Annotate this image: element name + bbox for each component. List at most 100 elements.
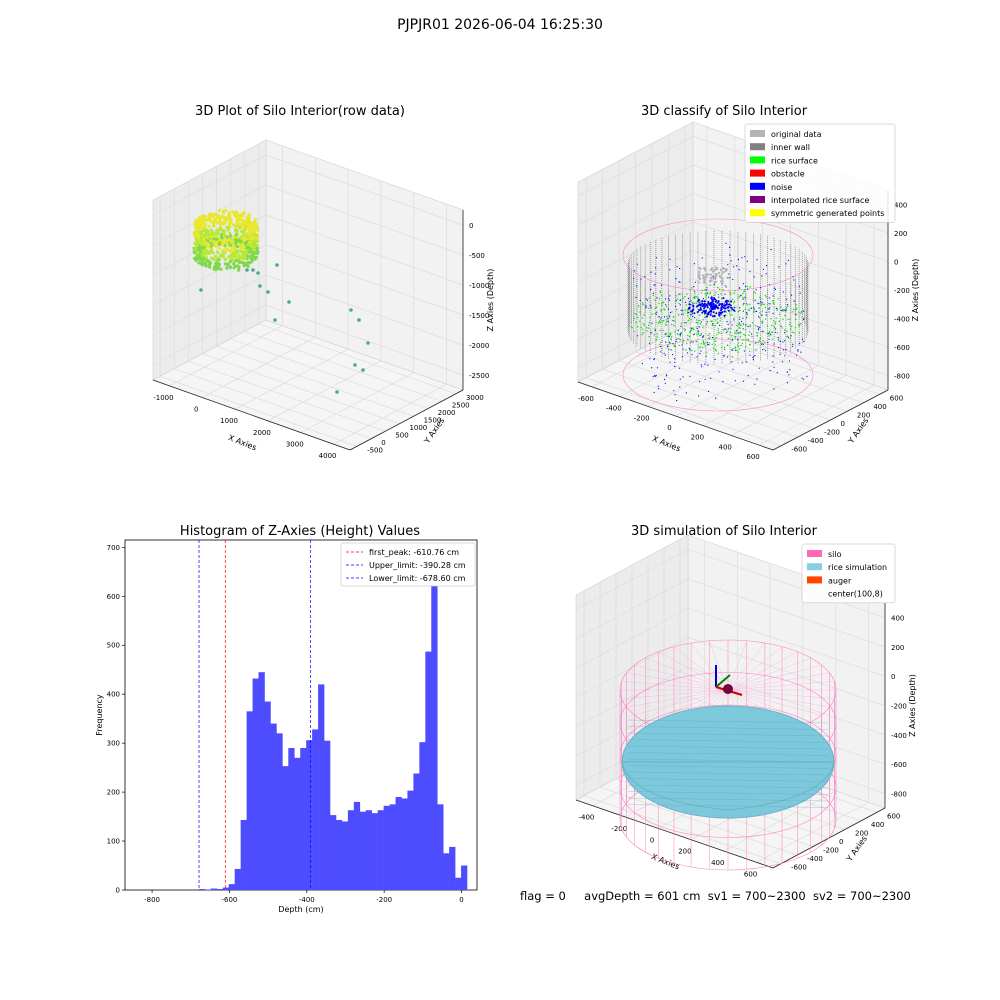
panel1-3d-raw-plot: -100001000200030004000-50005001000150020… <box>152 139 495 460</box>
panel2-rice-point <box>732 348 734 350</box>
panel1-grid-x <box>333 204 447 445</box>
panel2-noise-point <box>690 304 692 306</box>
panel1-point <box>231 259 235 263</box>
panel2-rice-point <box>747 304 749 306</box>
panel2-rice-point <box>730 310 733 312</box>
panel2-noise-point <box>667 318 669 320</box>
panel2-noise-point <box>639 299 641 301</box>
panel2-rice-point <box>652 294 654 297</box>
panel2-rice-point <box>735 306 737 308</box>
panel2-rice-point <box>666 315 668 318</box>
panel3-histogram-bar <box>240 820 247 890</box>
panel2-noise-point <box>676 338 678 340</box>
panel2-noise-point <box>690 314 692 316</box>
panel2-noise-point <box>726 321 728 323</box>
panel2-noise-point <box>696 305 699 308</box>
panel1-x-tick-label: 2000 <box>253 429 271 437</box>
panel2-noise-point <box>746 313 748 316</box>
panel2-noise-point <box>726 331 728 333</box>
panel2-noise-point <box>784 355 786 357</box>
panel2-noise-point <box>762 330 764 332</box>
panel2-x-tick-label: -400 <box>606 405 622 413</box>
panel2-rice-point <box>752 308 755 310</box>
panel1-point <box>225 266 229 270</box>
panel2-rice-point <box>660 294 663 297</box>
panel2-noise-point <box>794 300 796 302</box>
panel4-y-tick-label: -600 <box>791 864 807 872</box>
panel2-noise-point <box>659 346 662 348</box>
panel2-noise-point <box>768 308 770 310</box>
panel4-silo-roof-wire <box>727 646 783 691</box>
panel1-point <box>195 218 200 222</box>
panel2-noise-point <box>761 314 763 316</box>
panel2-noise-point <box>672 354 674 356</box>
panel2-rice-point <box>717 328 720 330</box>
panel2-noise-point <box>685 301 687 303</box>
panel2-rice-point <box>778 313 781 316</box>
panel2-noise-point <box>740 320 743 323</box>
panel2-rice-point <box>778 320 780 322</box>
panel4-rice-mesh-line <box>627 732 829 737</box>
panel2-title: 3D classify of Silo Interior <box>640 104 808 119</box>
panel3-y-tick-label: 600 <box>107 593 120 601</box>
panel2-noise-point <box>697 298 700 301</box>
panel2-rice-point <box>737 351 739 353</box>
panel2-rice-point <box>698 302 700 304</box>
panel2-rice-point <box>643 314 645 316</box>
panel2-rice-point <box>647 327 650 329</box>
panel1-point <box>216 250 220 255</box>
panel2-noise-point <box>738 322 741 324</box>
panel2-rice-point <box>661 302 663 305</box>
panel2-noise-point <box>720 308 723 311</box>
panel2-noise-point <box>724 307 727 310</box>
panel2-noise-point <box>653 358 655 361</box>
panel2-rice-point <box>692 328 695 331</box>
panel1-point <box>201 218 205 222</box>
panel2-noise-point <box>665 374 668 376</box>
figure-suptitle: PJPJR01 2026-06-04 16:25:30 <box>397 17 603 33</box>
panel2-rice-point <box>695 326 697 328</box>
panel2-rice-point <box>716 318 719 320</box>
panel2-noise-point <box>747 288 749 290</box>
panel2-rice-point <box>724 284 726 287</box>
panel1-title: 3D Plot of Silo Interior(row data) <box>195 104 405 119</box>
panel2-rice-point <box>660 309 662 311</box>
panel2-rice-point <box>712 324 714 326</box>
panel2-noise-point <box>663 352 665 355</box>
panel1-outlier-point <box>357 318 361 322</box>
panel4-rice-mesh-line <box>627 758 829 763</box>
panel2-noise-point <box>650 307 652 309</box>
panel2-original-point <box>705 275 708 279</box>
panel2-rice-point <box>760 304 762 306</box>
panel1-point <box>241 242 245 246</box>
panel2-noise-point <box>755 289 757 291</box>
panel2-noise-point <box>799 342 801 345</box>
panel2-noise-point <box>732 278 734 281</box>
panel2-rice-point <box>721 297 723 300</box>
panel2-rice-point <box>754 292 756 294</box>
panel2-rice-point <box>718 288 721 291</box>
panel2-rice-point <box>641 317 644 319</box>
panel2-noise-point <box>689 375 691 377</box>
panel2-noise-point <box>785 263 787 265</box>
panel2-noise-point <box>721 283 723 285</box>
panel2-rice-point <box>694 292 696 294</box>
panel4-z-axis-label: Z Axies (Depth) <box>908 674 917 737</box>
panel2-noise-point <box>769 370 771 372</box>
panel1-y-tick-label: 2500 <box>452 401 470 409</box>
panel1-point <box>241 214 245 218</box>
panel2-rice-point <box>777 338 780 341</box>
panel3-histogram-bar <box>210 888 218 890</box>
panel1-point <box>213 232 217 236</box>
panel2-noise-point <box>701 300 704 303</box>
panel2-rice-point <box>637 326 639 328</box>
panel2-rice-point <box>660 341 662 344</box>
panel1-point <box>209 256 214 260</box>
panel2-noise-point <box>762 343 764 345</box>
panel2-grid-y <box>668 134 864 404</box>
panel1-point <box>218 226 223 230</box>
panel2-y-tick-label: 400 <box>873 403 886 411</box>
panel2-noise-point <box>636 335 639 337</box>
panel2-noise-point <box>635 296 637 298</box>
panel1-point <box>198 219 202 223</box>
